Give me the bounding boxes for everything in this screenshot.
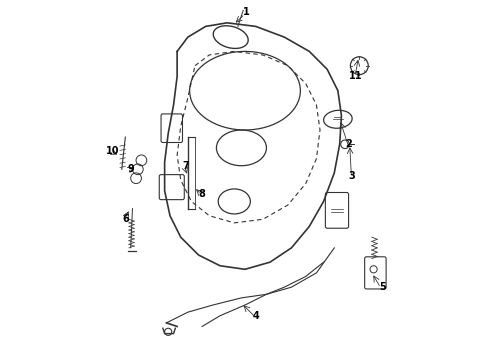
Text: 5: 5	[379, 282, 386, 292]
Text: 10: 10	[106, 147, 120, 157]
Text: 4: 4	[252, 311, 259, 321]
Text: 7: 7	[183, 161, 190, 171]
Text: 6: 6	[122, 214, 129, 224]
Text: 9: 9	[127, 164, 134, 174]
Text: 1: 1	[244, 7, 250, 17]
Text: 2: 2	[345, 139, 352, 149]
Text: 11: 11	[349, 71, 363, 81]
Text: 8: 8	[199, 189, 206, 199]
Text: 3: 3	[349, 171, 356, 181]
